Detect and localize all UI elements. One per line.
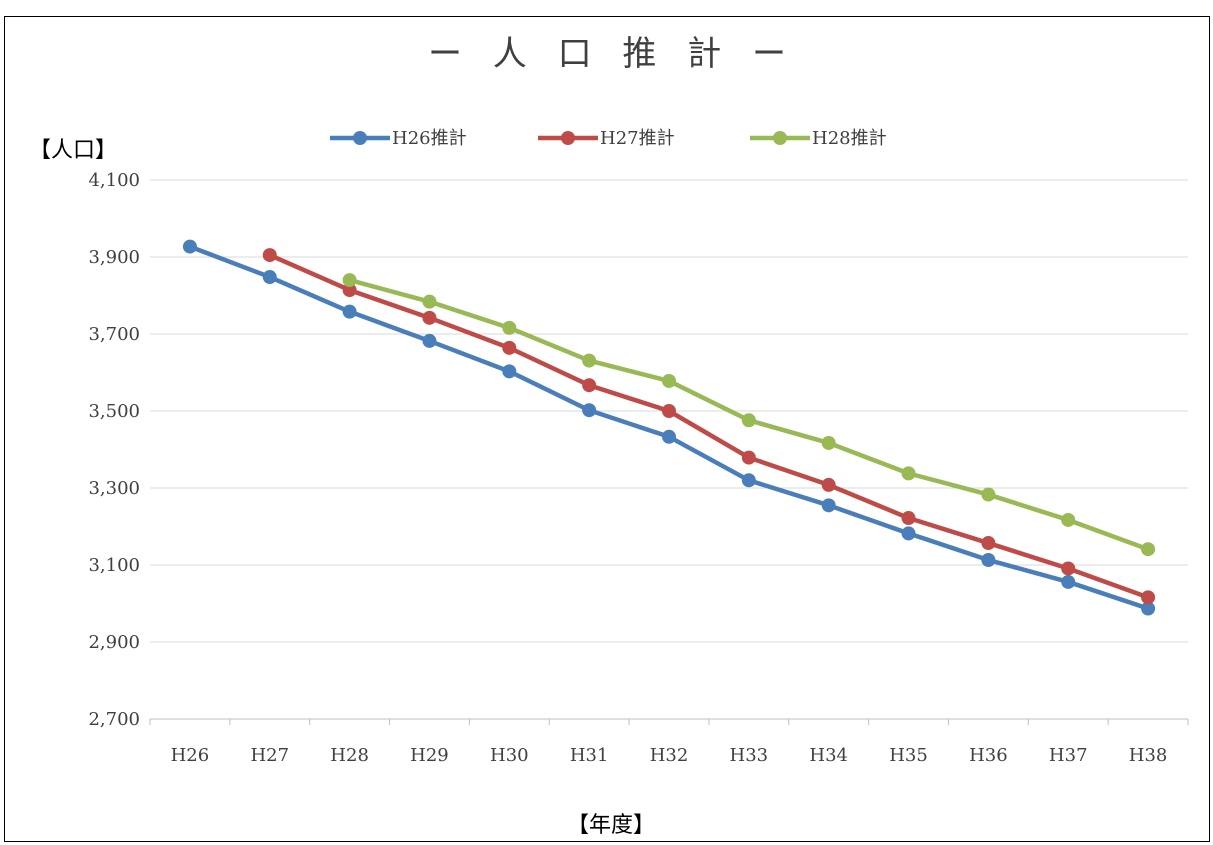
x-tick-label: H29 [410, 745, 449, 766]
legend: H26推計 H27推計 H28推計 [330, 128, 887, 149]
legend-swatch-marker [561, 131, 575, 145]
legend-swatch-marker [773, 131, 787, 145]
data-point [502, 320, 517, 335]
data-point [901, 511, 916, 526]
data-point [741, 413, 756, 428]
data-point [582, 403, 597, 418]
x-tick-label: H38 [1129, 745, 1168, 766]
legend-item: H26推計 [330, 128, 467, 149]
data-point [981, 552, 996, 567]
data-point [662, 429, 676, 444]
legend-label: H26推計 [392, 128, 467, 149]
series-3 [342, 273, 1156, 557]
data-point [821, 477, 836, 492]
data-point [901, 466, 916, 481]
data-point [582, 353, 597, 368]
data-point [821, 435, 836, 450]
data-point [1141, 601, 1156, 616]
data-point [901, 526, 916, 541]
x-tick-label: H37 [1049, 745, 1088, 766]
chart-frame: ー 人 口 推 計 ー 【人口】 【年度】 H26推計 H27推計 H28推計 2,… [4, 16, 1210, 842]
data-point [981, 536, 996, 551]
data-point [981, 487, 996, 502]
legend-label: H28推計 [812, 128, 887, 149]
x-tick-label: H33 [730, 745, 769, 766]
data-point [741, 473, 756, 488]
y-tick-label: 3,300 [88, 478, 140, 499]
x-tick-label: H34 [809, 745, 848, 766]
x-tick-label: H35 [889, 745, 928, 766]
data-point [182, 239, 197, 254]
y-tick-label: 3,900 [88, 247, 140, 268]
data-point [422, 310, 437, 325]
data-point [1061, 574, 1076, 589]
data-point [662, 373, 676, 388]
axes [149, 718, 1189, 725]
y-tick-label: 3,100 [88, 555, 140, 576]
data-point [342, 273, 357, 288]
series-line [189, 244, 1149, 611]
x-tick-label: H31 [570, 745, 609, 766]
data-point [1061, 561, 1076, 576]
gridlines [150, 179, 1188, 643]
x-tick-label: H26 [171, 745, 210, 766]
y-axis-title: 【人口】 [29, 138, 117, 163]
data-point [741, 450, 756, 465]
legend-label: H27推計 [600, 128, 675, 149]
series-group [182, 239, 1156, 616]
data-point [262, 248, 277, 263]
population-chart: ー 人 口 推 計 ー 【人口】 【年度】 H26推計 H27推計 H28推計 2,… [29, 34, 1189, 838]
data-point [1141, 542, 1156, 557]
x-tick-label: H30 [490, 745, 529, 766]
data-point [502, 364, 517, 379]
x-tick-label: H27 [250, 745, 289, 766]
chart-title: ー 人 口 推 計 ー [428, 34, 796, 74]
x-tick-labels: H26 H27 H28 H29 H30 H31 H32 H33 H34 H35 H36 H37 H38 [171, 745, 1168, 766]
data-point [422, 294, 437, 309]
x-tick-label: H32 [650, 745, 689, 766]
legend-item: H27推計 [538, 128, 675, 149]
series-line [268, 253, 1149, 600]
data-point [422, 333, 437, 348]
y-tick-labels: 2,700 2,900 3,100 3,300 3,500 3,700 3,900 4,100 [88, 170, 140, 730]
y-tick-label: 2,900 [88, 632, 140, 653]
data-point [1141, 590, 1156, 605]
legend-item: H28推計 [750, 128, 887, 149]
series-2 [262, 248, 1156, 605]
x-tick-label: H28 [330, 745, 369, 766]
data-point [502, 340, 517, 355]
data-point [342, 283, 357, 298]
data-point [1061, 512, 1076, 527]
x-tick-label: H36 [969, 745, 1008, 766]
data-point [662, 404, 676, 418]
data-point [582, 378, 597, 393]
y-tick-label: 4,100 [88, 170, 140, 191]
y-tick-label: 3,700 [88, 324, 140, 345]
series-1 [182, 239, 1156, 616]
data-point [342, 304, 357, 319]
x-axis-title: 【年度】 [567, 813, 655, 838]
data-point [262, 270, 277, 285]
y-tick-label: 2,700 [88, 709, 140, 730]
data-point [821, 498, 836, 513]
legend-swatch-marker [353, 131, 367, 145]
y-tick-label: 3,500 [88, 401, 140, 422]
